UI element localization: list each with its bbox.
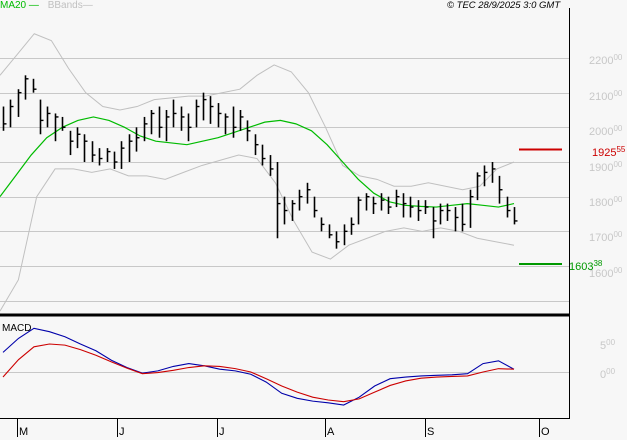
price-dec: 00 — [613, 53, 623, 62]
price-dec: 00 — [613, 124, 623, 133]
support-label: 160338 — [569, 259, 603, 273]
month-label: M — [19, 426, 29, 438]
legend-ma20: MA20 — — [0, 0, 39, 11]
resistance-label: 192555 — [592, 145, 626, 159]
copyright-timestamp: © TEC 28/9/2025 3:0 GMT — [447, 0, 561, 11]
macd-axis-label: 500 — [600, 338, 616, 352]
price-dec: 00 — [613, 89, 623, 98]
price-int: 2000 — [589, 126, 614, 138]
price-int: 2100 — [589, 91, 614, 103]
macd-axis-label: 000 — [600, 367, 616, 381]
price-dec: 00 — [613, 160, 623, 169]
price-axis-label: 190000 — [589, 159, 622, 174]
legend-bbands: BBands— — [47, 0, 93, 11]
price-int: 1800 — [589, 197, 614, 209]
month-label: A — [327, 426, 335, 438]
price-int: 1600 — [589, 268, 614, 280]
month-label: O — [541, 426, 550, 438]
price-axis-label: 220000 — [589, 52, 622, 67]
macd-panel — [0, 327, 569, 406]
price-axis-label: 180000 — [589, 194, 622, 209]
legend: MA20 — BBands— — [0, 0, 93, 11]
level-lines — [519, 148, 562, 265]
price-axis-label: 210000 — [589, 88, 622, 103]
price-int: 1700 — [589, 232, 614, 244]
price-int: 2200 — [589, 55, 614, 67]
price-axis-label: 160000 — [589, 265, 622, 280]
month-label: S — [427, 426, 435, 438]
month-label: J — [219, 426, 225, 438]
price-dec: 00 — [613, 266, 623, 275]
price-axis-label: 170000 — [589, 229, 622, 244]
price-axis-label: 200000 — [589, 123, 622, 138]
macd-title: MACD — [2, 323, 32, 334]
ohlc-bars — [2, 75, 518, 249]
price-gridlines — [0, 58, 569, 302]
month-label: J — [119, 426, 125, 438]
price-int: 1900 — [589, 162, 614, 174]
price-dec: 00 — [613, 195, 623, 204]
chart-frame — [0, 8, 570, 437]
price-dec: 00 — [613, 230, 623, 239]
bollinger-bands — [0, 33, 515, 312]
